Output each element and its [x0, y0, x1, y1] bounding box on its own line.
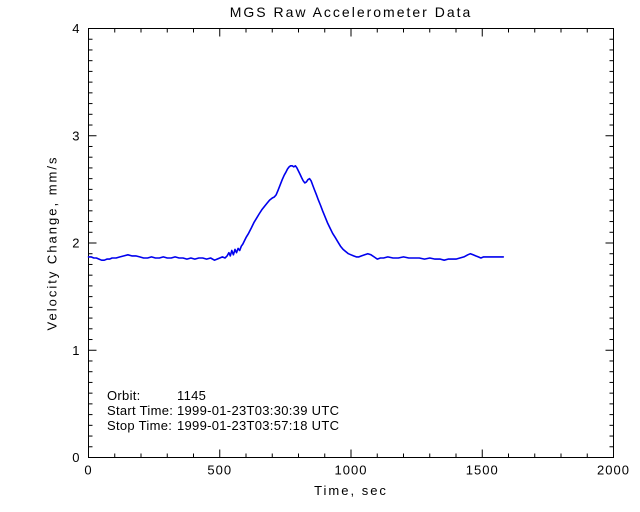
- annotation-stop-time-value: 1999-01-23T03:57:18 UTC: [177, 418, 340, 433]
- annotation-stop-time: Stop Time: 1999-01-23T03:57:18 UTC: [107, 418, 339, 433]
- annotation-block: Orbit: 1145 Start Time: 1999-01-23T03:30…: [107, 388, 339, 433]
- annotation-stop-time-label: Stop Time:: [107, 418, 173, 433]
- chart-title: MGS Raw Accelerometer Data: [229, 4, 473, 20]
- annotation-orbit-label: Orbit:: [107, 388, 141, 403]
- y-axis-label: Velocity Change, mm/s: [44, 155, 60, 331]
- x-tick-label: 1500: [466, 463, 499, 478]
- y-tick-label: 0: [72, 450, 80, 465]
- annotation-start-time-label: Start Time:: [107, 403, 174, 418]
- x-axis-label: Time, sec: [314, 483, 388, 498]
- y-tick-label: 2: [72, 236, 80, 251]
- annotation-orbit-value: 1145: [177, 388, 207, 403]
- series-line-velocity-change: [87, 165, 505, 262]
- y-tick-label: 3: [72, 128, 80, 143]
- x-tick-label: 1000: [335, 463, 368, 478]
- y-tick-label: 1: [72, 343, 80, 358]
- annotation-start-time: Start Time: 1999-01-23T03:30:39 UTC: [107, 403, 339, 418]
- x-tick-label: 2000: [597, 463, 630, 478]
- annotation-orbit: Orbit: 1145: [107, 388, 339, 403]
- annotation-start-time-value: 1999-01-23T03:30:39 UTC: [177, 403, 340, 418]
- y-tick-label: 4: [72, 21, 80, 36]
- x-tick-label: 500: [207, 463, 232, 478]
- x-tick-label: 0: [84, 463, 92, 478]
